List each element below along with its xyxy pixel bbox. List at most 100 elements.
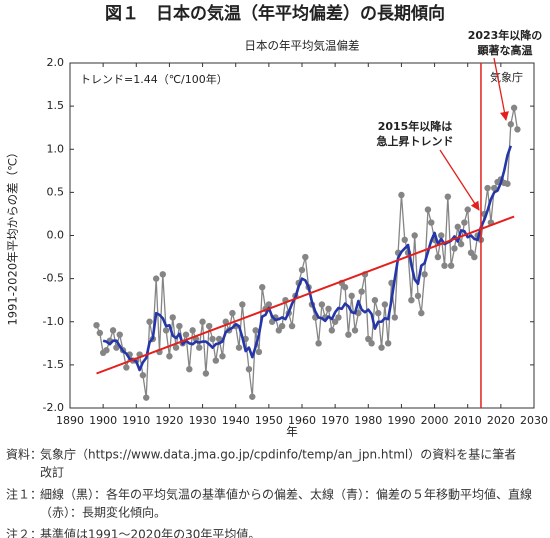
x-tick-label: 2030 [520, 414, 548, 427]
x-tick-label: 1890 [56, 414, 84, 427]
data-point [268, 318, 276, 325]
data-point [408, 296, 415, 304]
data-point [182, 331, 190, 338]
y-tick-label: -0.5 [43, 272, 64, 285]
data-point [461, 219, 468, 226]
trend-annotation: トレンド=1.44（℃/100年） [80, 72, 228, 86]
y-tick-label: 1.0 [47, 142, 65, 155]
data-point [368, 340, 375, 347]
data-point [278, 322, 286, 330]
arrow [493, 57, 509, 121]
data-point [418, 309, 425, 317]
data-point [341, 284, 349, 291]
data-point [335, 314, 342, 321]
data-point [391, 314, 398, 321]
data-point [219, 353, 226, 360]
data-point [434, 253, 442, 261]
data-point [245, 365, 253, 373]
data-point [298, 266, 306, 274]
data-point [451, 245, 458, 252]
data-point [371, 296, 379, 304]
data-point [510, 104, 518, 112]
data-point [381, 301, 389, 308]
data-point [454, 223, 461, 231]
data-point [116, 331, 123, 338]
arrow [439, 149, 480, 211]
data-point [378, 344, 385, 351]
x-tick-label: 1990 [387, 414, 415, 427]
data-point [421, 271, 428, 278]
data-point [176, 322, 183, 330]
source-annotation: 気象庁 [490, 70, 523, 84]
data-point [348, 292, 355, 300]
data-point [411, 232, 418, 239]
data-point [259, 284, 266, 291]
data-point [139, 372, 147, 379]
page-title: 図１ 日本の気温（年平均偏差）の長期傾向 [105, 3, 445, 24]
notes: 資料：気象庁（https://www.data.jma.go.jp/cpdinf… [6, 447, 532, 538]
x-tick-label: 2000 [421, 414, 449, 427]
data-point [146, 318, 153, 325]
data-point [328, 327, 336, 334]
recent-annotation: 2023年以降の [468, 28, 543, 42]
data-point [331, 318, 339, 325]
data-point [401, 236, 408, 244]
note-text: 気象庁（https://www.data.jma.go.jp/cpdinfo/t… [40, 447, 516, 462]
y-tick-label: 0.0 [47, 229, 65, 242]
x-tick-label: 1970 [321, 414, 349, 427]
x-axis-label: 年 [286, 425, 298, 439]
data-point [166, 353, 173, 360]
series-line [102, 145, 513, 372]
data-point [504, 180, 511, 187]
y-tick-label: 2.0 [47, 56, 65, 69]
data-point [169, 314, 176, 321]
data-point [249, 393, 256, 400]
data-point [196, 344, 203, 351]
data-point [464, 206, 471, 213]
data-point [358, 288, 365, 295]
data-point [428, 219, 435, 226]
data-point [93, 322, 100, 329]
trend-line [96, 215, 515, 375]
data-point [229, 309, 236, 317]
data-point [318, 301, 326, 308]
x-tick-label: 1950 [255, 414, 283, 427]
note-text: 改訂 [40, 465, 64, 480]
x-tick-label: 2020 [487, 414, 515, 427]
data-point [186, 365, 193, 373]
x-tick-label: 1980 [354, 414, 382, 427]
data-point [484, 184, 491, 192]
data-point [514, 126, 521, 133]
x-tick-label: 1960 [288, 414, 316, 427]
data-point [109, 327, 117, 334]
note-text: （赤）：長期変化傾向。 [40, 505, 166, 520]
data-point [351, 327, 359, 334]
data-point [302, 253, 309, 261]
data-point [315, 340, 322, 347]
data-point [375, 309, 382, 317]
data-point [275, 327, 282, 334]
data-point [162, 327, 170, 334]
data-point [471, 253, 478, 261]
x-tick-label: 1940 [222, 414, 250, 427]
data-point [288, 322, 296, 330]
x-tick-label: 2010 [454, 414, 482, 427]
since2015-annotation: 2015年以降は [378, 119, 453, 133]
data-point [189, 327, 196, 334]
x-tick-label: 1910 [122, 414, 150, 427]
y-axis-label: 1991-2020年平均からの差（℃） [6, 146, 20, 325]
series-line [95, 107, 519, 399]
data-point [202, 370, 210, 377]
data-point [113, 344, 120, 351]
since2015-annotation: 急上昇トレンド [377, 134, 454, 148]
data-point [398, 191, 405, 199]
y-tick-label: -1.0 [43, 315, 64, 328]
data-point [159, 271, 166, 278]
x-tick-label: 1930 [189, 414, 217, 427]
data-point [252, 327, 259, 334]
data-point [365, 335, 372, 343]
data-point [255, 348, 263, 356]
recent-annotation: 顕著な高温 [478, 43, 533, 57]
data-point [215, 335, 223, 343]
data-point [265, 301, 273, 308]
